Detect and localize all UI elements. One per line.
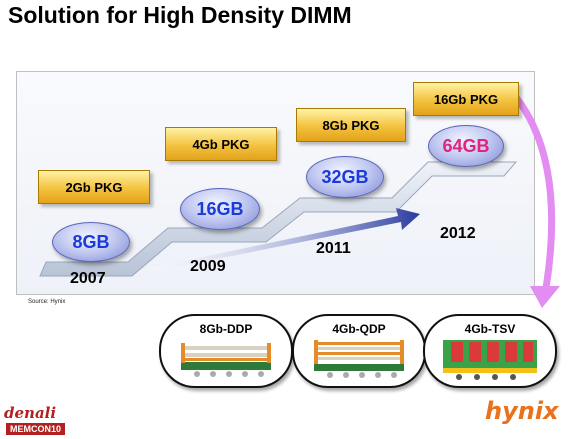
capacity-2011: 32GB [306, 156, 384, 198]
ddp-package-illustration [181, 343, 271, 377]
curved-arrow [512, 93, 556, 289]
source-note: Source: Hynix [28, 299, 66, 305]
cross-section-tsv: 4Gb-TSV [423, 314, 557, 388]
ddp-label: 8Gb-DDP [199, 322, 253, 336]
year-2007: 2007 [70, 270, 106, 287]
qdp-package-illustration [314, 340, 404, 378]
cross-section-ddp: 8Gb-DDP [159, 314, 293, 388]
hynix-logo: hynix [485, 397, 559, 425]
year-2009: 2009 [190, 258, 226, 275]
capacity-2012: 64GB [428, 125, 504, 167]
year-2012: 2012 [440, 225, 476, 242]
curved-arrow-head [530, 286, 560, 308]
qdp-label: 4Gb-QDP [332, 322, 386, 336]
page-title: Solution for High Density DIMM [8, 2, 352, 28]
trend-arrow [150, 208, 420, 272]
tsv-package-illustration [443, 340, 537, 380]
denali-logo: denali [4, 404, 57, 422]
package-box-2011: 8Gb PKG [296, 108, 406, 142]
capacity-2007: 8GB [52, 222, 130, 262]
memcon-logo: MEMCON10 [6, 423, 66, 435]
capacity-2009: 16GB [180, 188, 260, 230]
package-box-2012: 16Gb PKG [413, 82, 519, 116]
year-2011: 2011 [316, 240, 351, 257]
package-box-2009: 4Gb PKG [165, 127, 277, 161]
package-box-2007: 2Gb PKG [38, 170, 150, 204]
tsv-label: 4Gb-TSV [464, 322, 516, 336]
cross-section-qdp: 4Gb-QDP [292, 314, 426, 388]
